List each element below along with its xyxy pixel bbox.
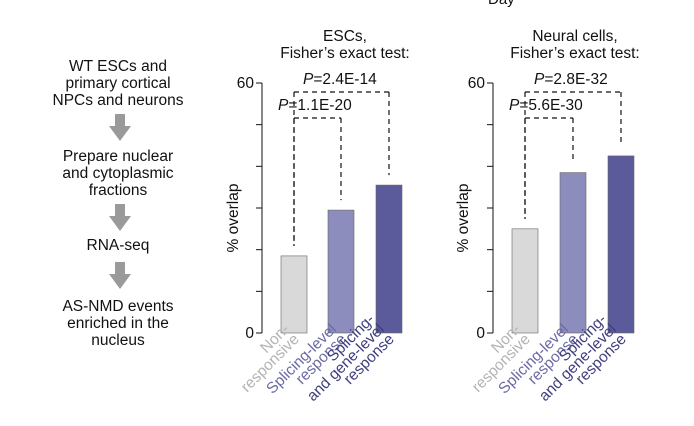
p-value-symbol: P: [278, 97, 289, 114]
bar: [280, 255, 308, 334]
p-value-label: P=5.6E-30: [509, 97, 583, 114]
y-tick-label: 60: [468, 75, 486, 92]
y-tick-label: 0: [245, 325, 254, 342]
p-value-symbol: P: [509, 97, 520, 114]
bar: [327, 209, 355, 334]
workflow-diagram: WT ESCs and primary cortical NPCs and ne…: [8, 0, 228, 426]
y-axis-label: % overlap: [455, 184, 472, 253]
p-value-symbol: P: [534, 71, 545, 88]
down-arrow-icon: [109, 114, 131, 141]
p-value-text: =2.8E-32: [544, 71, 607, 88]
workflow-step-events: AS-NMD events enriched in the nucleus: [62, 298, 174, 349]
y-tick-label: 0: [476, 325, 485, 342]
chart-panel-1: ESCs,Fisher’s exact test:060% overlapNon…: [225, 28, 410, 405]
bar: [375, 184, 403, 334]
chart-title-line: Fisher’s exact test:: [280, 45, 410, 62]
workflow-step-rnaseq: RNA-seq: [86, 237, 150, 254]
y-axis-label: % overlap: [225, 184, 242, 253]
y-tick-label: 60: [237, 75, 255, 92]
header-cut-text: Day: [488, 0, 515, 8]
p-value-label: P=1.1E-20: [278, 97, 352, 114]
p-value-text: =1.1E-20: [288, 97, 352, 114]
workflow-step-samples: WT ESCs and primary cortical NPCs and ne…: [52, 58, 184, 109]
down-arrow-icon: [109, 262, 131, 289]
p-value-text: =2.4E-14: [313, 71, 377, 88]
down-arrow-icon: [109, 204, 131, 231]
chart-title-line: Neural cells,: [532, 28, 617, 45]
p-value-text: =5.6E-30: [519, 97, 583, 114]
p-value-label: P=2.8E-32: [534, 71, 608, 88]
chart-panel-2: Neural cells,Fisher’s exact test: 0 60 % ov…: [455, 28, 640, 405]
chart-title-line: ESCs,: [323, 28, 367, 45]
bar: [607, 155, 635, 334]
bar: [511, 228, 539, 334]
bar: [559, 172, 587, 334]
chart-title-line: Fisher’s exact test:: [510, 45, 640, 62]
p-value-label: P=2.4E-14: [303, 71, 377, 88]
workflow-step-fractions: Prepare nuclear and cytoplasmic fraction…: [62, 148, 174, 199]
p-value-symbol: P: [303, 71, 314, 88]
